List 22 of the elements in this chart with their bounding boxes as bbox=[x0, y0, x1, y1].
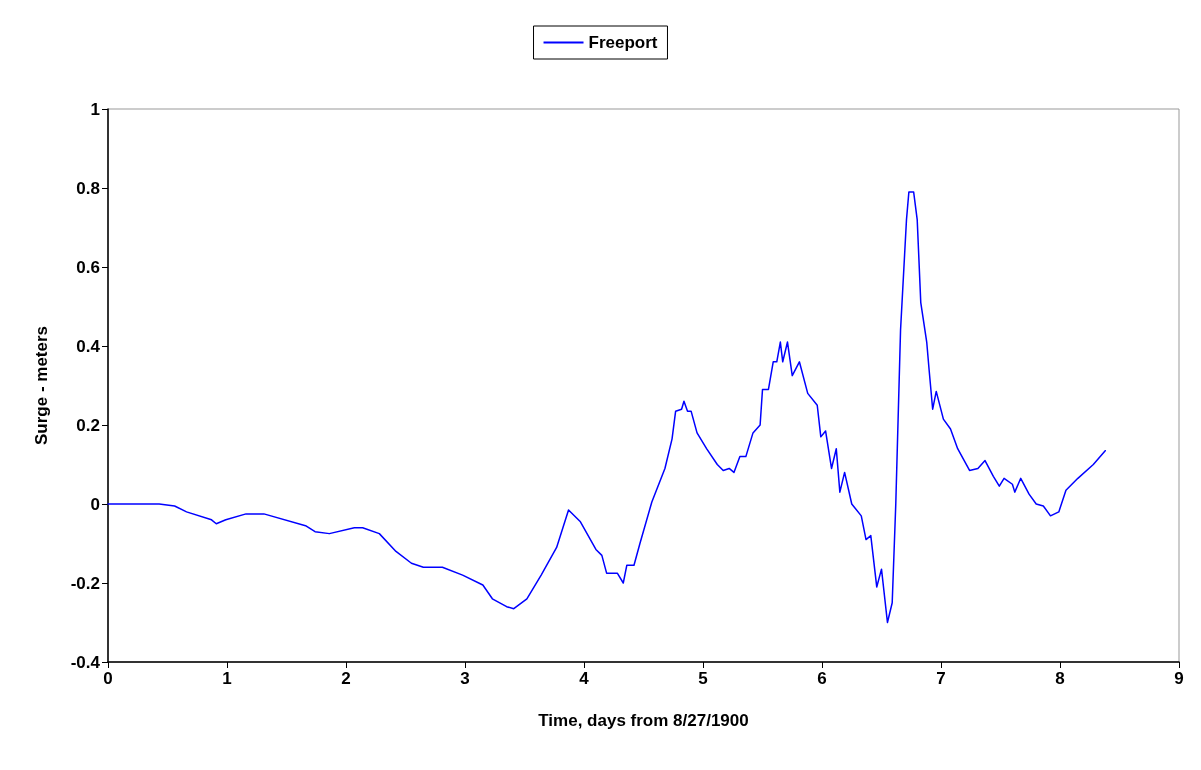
y-tick-label: 0.4 bbox=[76, 336, 101, 356]
y-tick-label: 1 bbox=[90, 99, 100, 119]
x-axis-title: Time, days from 8/27/1900 bbox=[538, 711, 749, 730]
y-tick-label: 0 bbox=[90, 494, 100, 514]
x-tick-label: 4 bbox=[579, 669, 590, 688]
line-series bbox=[107, 191, 1106, 624]
x-tick-label: 5 bbox=[698, 669, 708, 688]
y-tick-label: -0.2 bbox=[70, 573, 100, 593]
x-tick-label: 2 bbox=[341, 669, 351, 688]
x-tick-label: 0 bbox=[103, 669, 113, 688]
x-tick-label: 7 bbox=[936, 669, 946, 688]
x-tick-label: 1 bbox=[222, 669, 232, 688]
x-tick-label: 8 bbox=[1055, 669, 1065, 688]
y-tick-label: 0.6 bbox=[76, 257, 100, 277]
legend-label: Freeport bbox=[588, 33, 658, 52]
y-tick-label: -0.4 bbox=[70, 652, 101, 672]
y-axis-title: Surge - meters bbox=[32, 325, 51, 446]
x-tick-label: 9 bbox=[1174, 669, 1184, 688]
x-tick-label: 3 bbox=[460, 669, 470, 688]
y-tick-label: 0.2 bbox=[76, 415, 100, 435]
x-tick-label: 6 bbox=[817, 669, 827, 688]
y-tick-label: 0.8 bbox=[76, 178, 100, 198]
